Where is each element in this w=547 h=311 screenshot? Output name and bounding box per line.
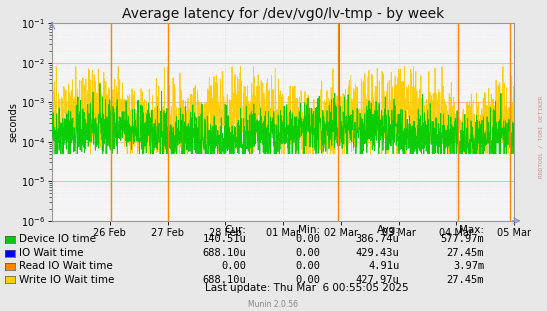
- Text: RRDTOOL / TOBI OETIKER: RRDTOOL / TOBI OETIKER: [538, 95, 543, 178]
- Text: Read IO Wait time: Read IO Wait time: [19, 261, 112, 271]
- Text: 3.97m: 3.97m: [453, 261, 484, 271]
- Y-axis label: seconds: seconds: [8, 102, 18, 142]
- Text: Last update: Thu Mar  6 00:55:05 2025: Last update: Thu Mar 6 00:55:05 2025: [205, 283, 408, 293]
- Text: 0.00: 0.00: [295, 275, 320, 285]
- Text: 427.97u: 427.97u: [356, 275, 399, 285]
- Text: IO Wait time: IO Wait time: [19, 248, 83, 258]
- Text: Cur:: Cur:: [224, 225, 246, 234]
- Text: 577.97m: 577.97m: [440, 234, 484, 244]
- Text: 0.00: 0.00: [295, 248, 320, 258]
- Text: 386.74u: 386.74u: [356, 234, 399, 244]
- Text: Write IO Wait time: Write IO Wait time: [19, 275, 114, 285]
- Text: 4.91u: 4.91u: [368, 261, 399, 271]
- Text: 688.10u: 688.10u: [202, 275, 246, 285]
- Text: Avg:: Avg:: [376, 225, 399, 234]
- Text: 27.45m: 27.45m: [446, 275, 484, 285]
- Text: 429.43u: 429.43u: [356, 248, 399, 258]
- Text: 0.00: 0.00: [295, 261, 320, 271]
- Text: Munin 2.0.56: Munin 2.0.56: [248, 299, 299, 309]
- Text: Min:: Min:: [298, 225, 320, 234]
- Text: 0.00: 0.00: [221, 261, 246, 271]
- Text: 0.00: 0.00: [295, 234, 320, 244]
- Text: 27.45m: 27.45m: [446, 248, 484, 258]
- Text: Max:: Max:: [459, 225, 484, 234]
- Title: Average latency for /dev/vg0/lv-tmp - by week: Average latency for /dev/vg0/lv-tmp - by…: [122, 7, 444, 21]
- Text: 140.51u: 140.51u: [202, 234, 246, 244]
- Text: Device IO time: Device IO time: [19, 234, 96, 244]
- Text: 688.10u: 688.10u: [202, 248, 246, 258]
